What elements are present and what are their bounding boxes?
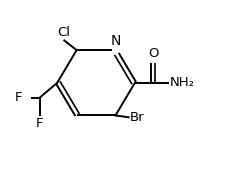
Text: Cl: Cl <box>57 26 70 39</box>
Text: O: O <box>148 47 159 60</box>
Text: N: N <box>110 34 121 48</box>
Text: F: F <box>36 117 43 130</box>
Text: F: F <box>15 91 23 104</box>
Text: Br: Br <box>130 111 144 124</box>
Text: NH₂: NH₂ <box>169 76 194 89</box>
